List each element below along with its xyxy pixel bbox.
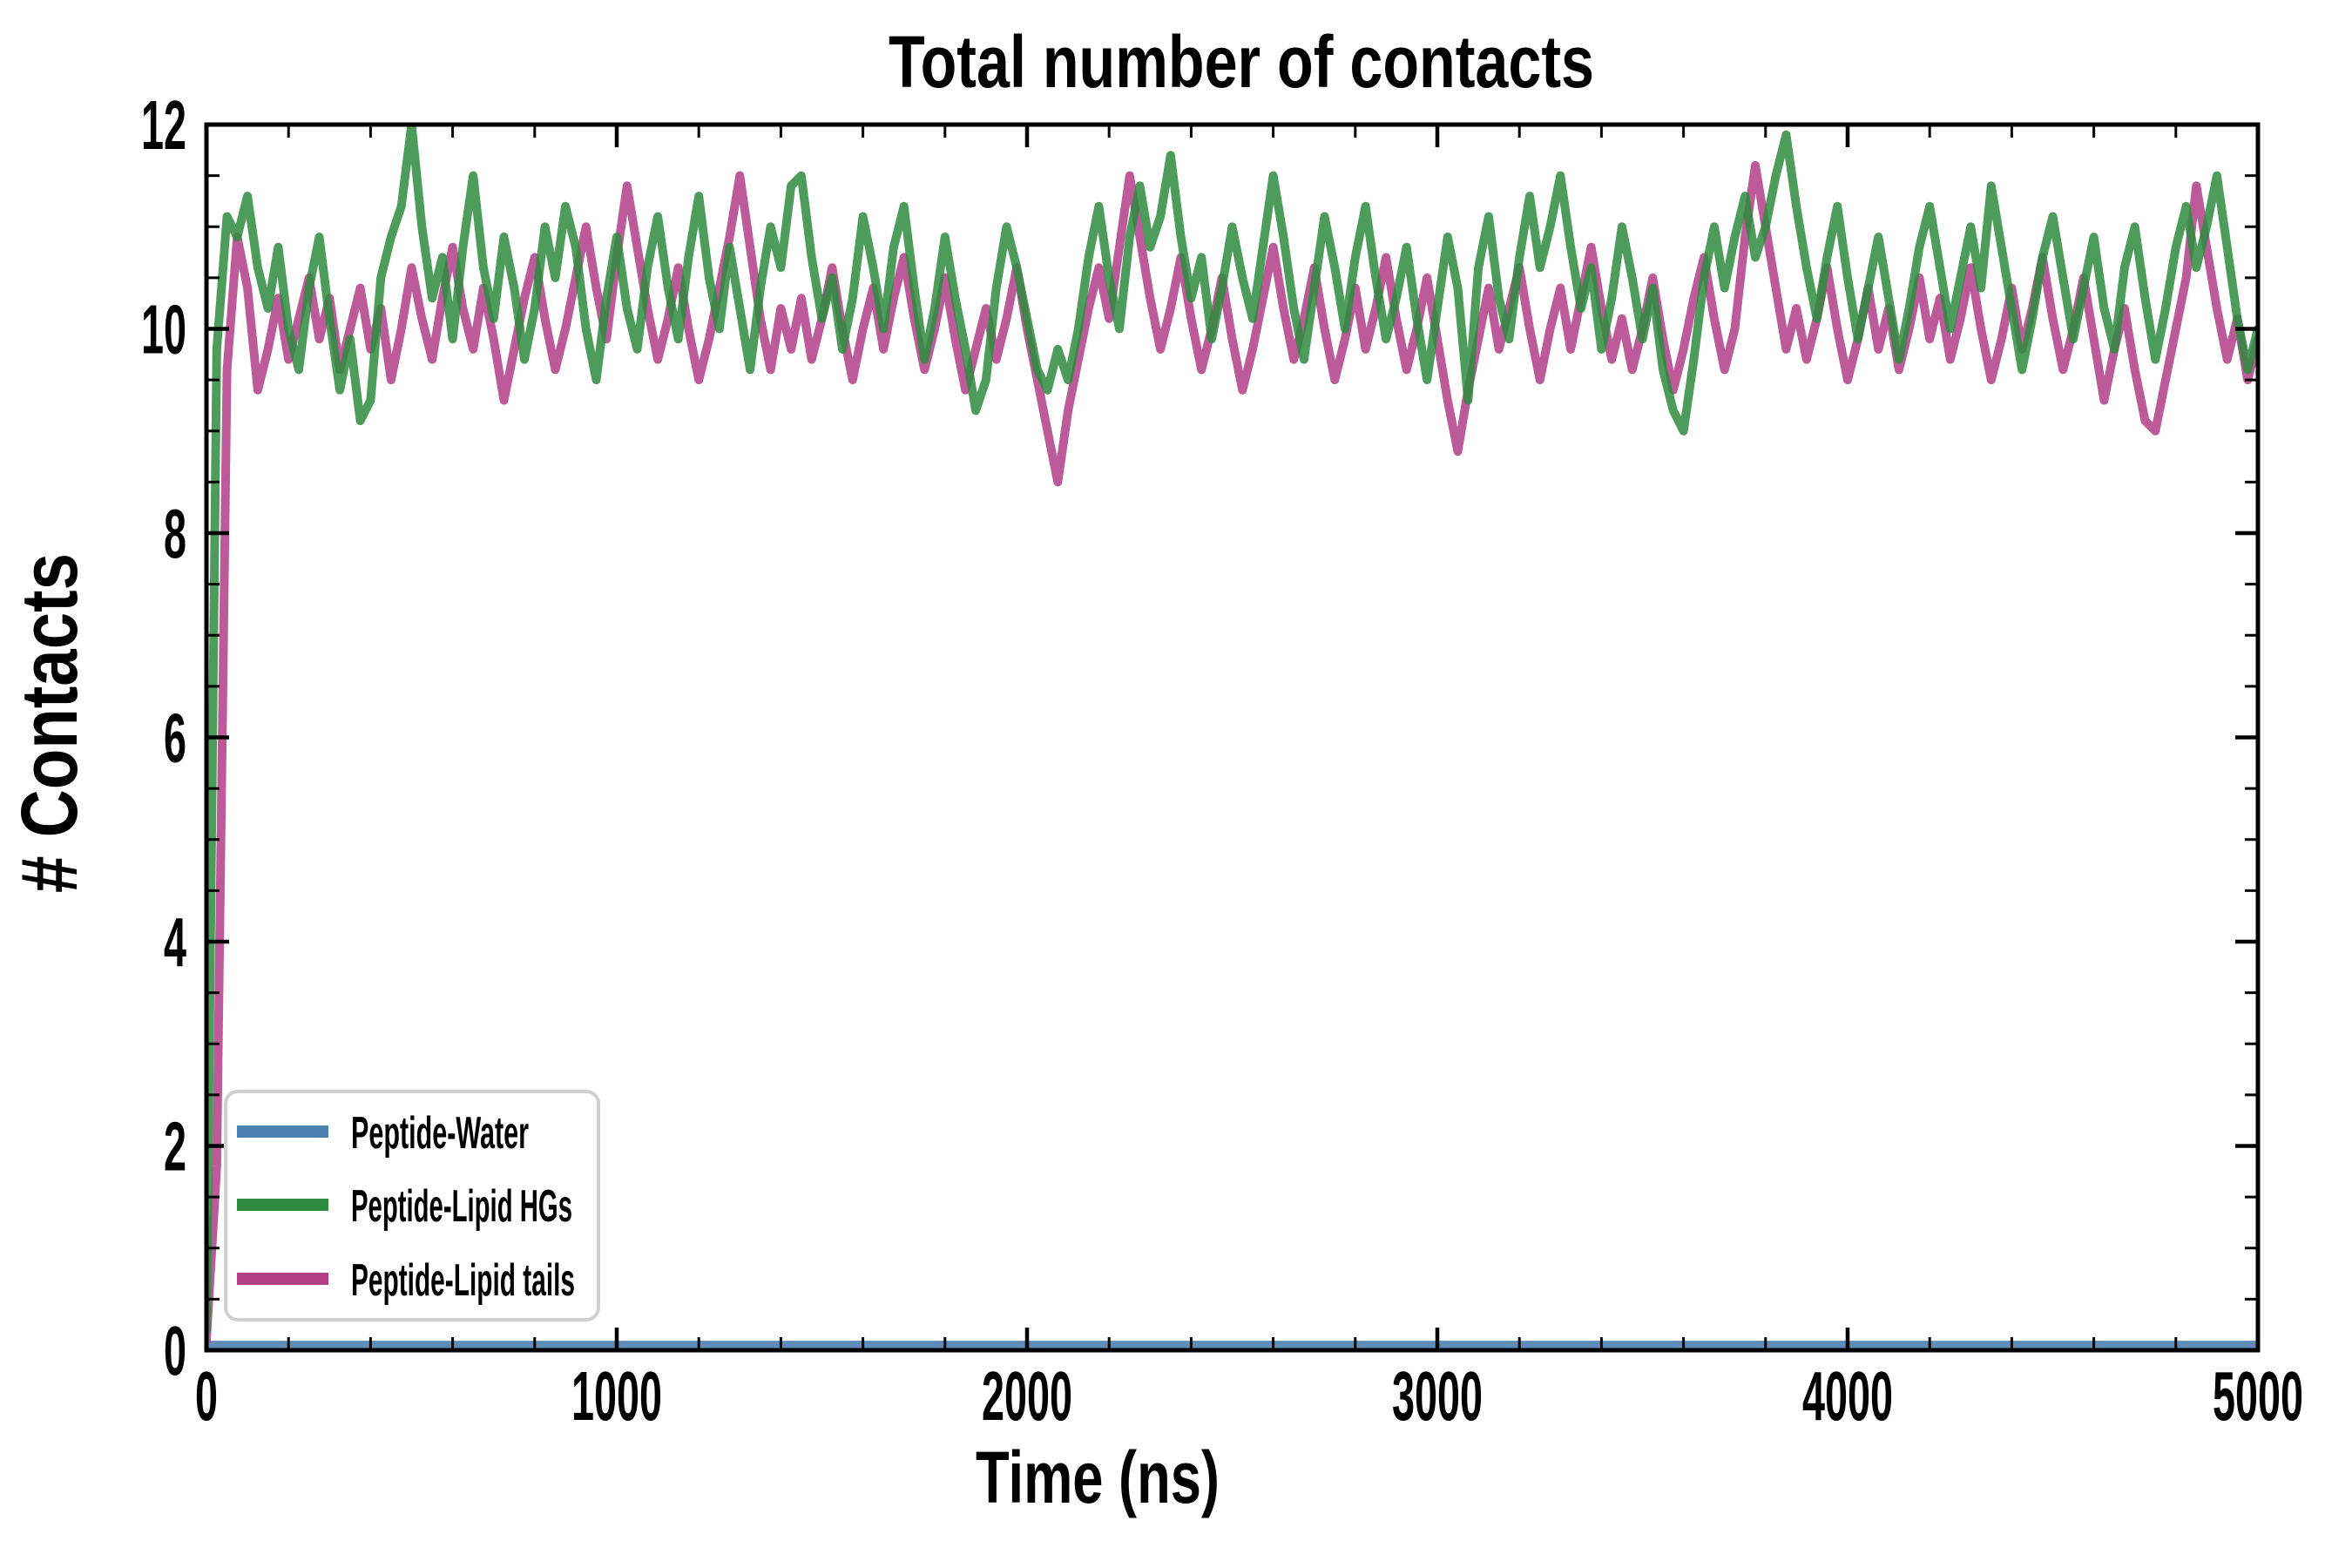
legend: Peptide-Water Peptide-Lipid HGs Peptide-… [224,1090,600,1321]
y-tick-label: 10 [141,291,186,368]
ticks-layer [204,122,2261,1353]
y-tick-label: 8 [164,495,186,572]
y-tick-label: 4 [164,903,186,981]
tick-labels-layer: 0 1000 2000 3000 4000 5000 0 2 4 6 8 10 12 [141,86,2303,1435]
legend-label-peptide-lipid-hgs: Peptide-Lipid HGs [351,1181,572,1232]
y-tick-label: 12 [141,86,186,164]
x-tick-label: 3000 [1392,1357,1483,1435]
chart-title: Total number of contacts [889,21,1594,103]
y-tick-label: 0 [164,1312,186,1389]
legend-box [224,1090,600,1321]
x-tick-label: 0 [195,1357,218,1435]
x-tick-label: 1000 [571,1357,662,1435]
x-axis-label: Time (ns) [976,1436,1220,1518]
legend-label-peptide-water: Peptide-Water [351,1108,529,1159]
x-tick-label: 5000 [2213,1357,2303,1435]
y-tick-label: 2 [164,1108,186,1186]
y-tick-label: 6 [164,700,186,777]
data-lines-layer [206,125,2258,1350]
y-axis-label: # Contacts [5,553,94,893]
line-peptide-lipid-hgs [206,125,2258,1335]
legend-label-peptide-lipid-tails: Peptide-Lipid tails [351,1255,575,1306]
x-tick-label: 2000 [982,1357,1072,1435]
x-tick-label: 4000 [1802,1357,1893,1435]
line-peptide-lipid-tails [206,160,2258,1345]
